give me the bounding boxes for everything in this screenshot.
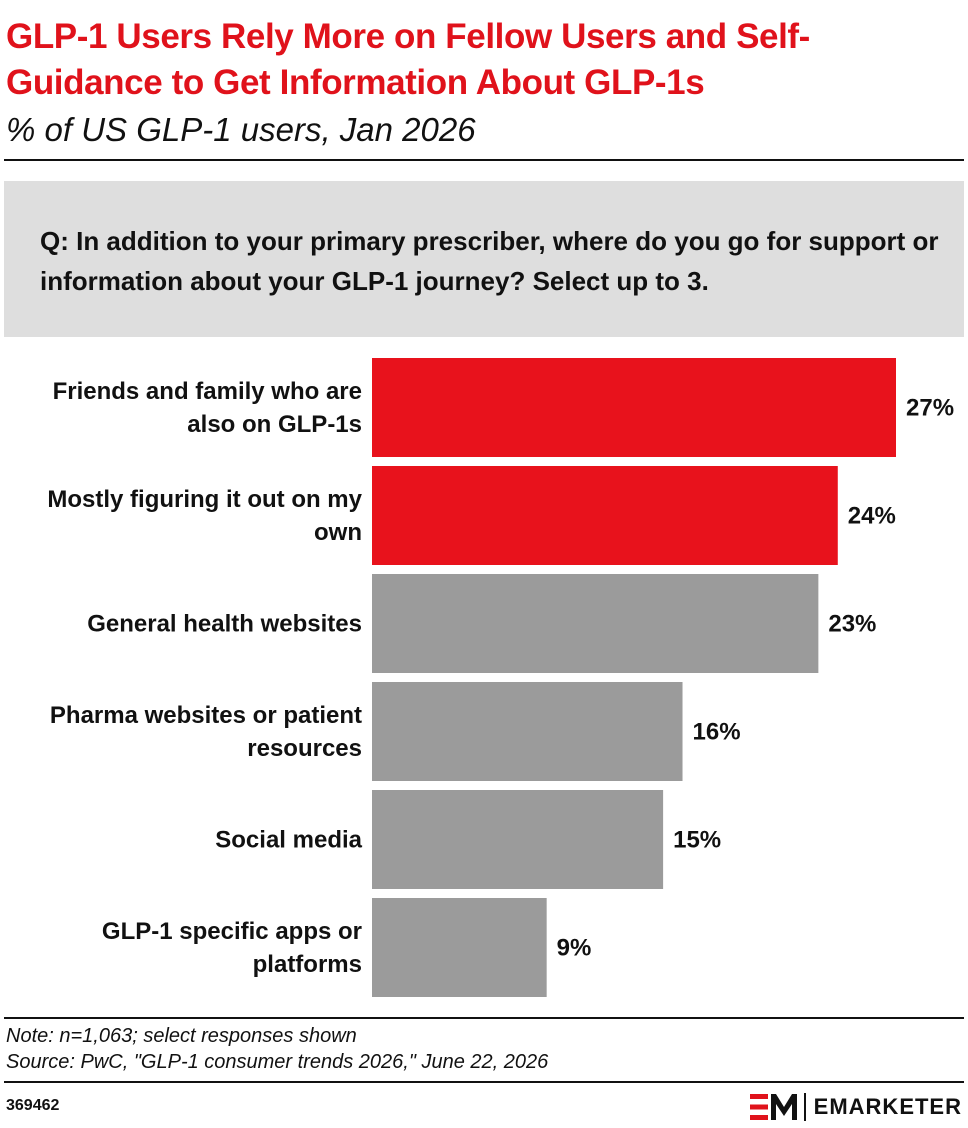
category-label-1: Friends and family who are also on GLP-1s [53, 378, 362, 438]
brand-name: EMARKETER [813, 1094, 962, 1119]
footer-divider [4, 1081, 964, 1083]
chart-subtitle: % of US GLP-1 users, Jan 2026 [6, 111, 476, 148]
top-divider [4, 159, 964, 161]
bottom-divider [4, 1017, 964, 1019]
chart-source: Source: PwC, "GLP-1 consumer trends 2026… [6, 1051, 549, 1073]
em-logo-icon [749, 1094, 797, 1120]
brand-logo: EMARKETER [749, 1090, 962, 1124]
category-label-6: GLP-1 specific apps or platforms [102, 918, 362, 978]
value-label-5: 15% [673, 827, 721, 854]
category-label-2: Mostly figuring it out on my own [47, 486, 362, 546]
chart-note: Note: n=1,063; select responses shown [6, 1025, 357, 1047]
bar-6 [372, 898, 547, 997]
chart-title: GLP-1 Users Rely More on Fellow Users an… [6, 17, 810, 102]
bar-2 [372, 466, 838, 565]
bar-chart: Friends and family who are also on GLP-1s… [47, 358, 954, 997]
value-label-6: 9% [557, 935, 592, 962]
value-label-2: 24% [848, 503, 896, 530]
chart-id: 369462 [6, 1097, 60, 1114]
brand-separator [803, 1093, 806, 1121]
category-label-4: Pharma websites or patient resources [50, 702, 362, 762]
bar-3 [372, 574, 819, 673]
value-label-4: 16% [693, 719, 741, 746]
question-text: Q: In addition to your primary prescribe… [40, 226, 939, 296]
bar-4 [372, 682, 683, 781]
bar-5 [372, 790, 664, 889]
category-label-3: General health websites [87, 611, 362, 638]
category-label-5: Social media [215, 827, 362, 854]
question-box: Q: In addition to your primary prescribe… [4, 181, 964, 337]
bar-1 [372, 358, 896, 457]
value-label-1: 27% [906, 395, 954, 422]
value-label-3: 23% [828, 611, 876, 638]
